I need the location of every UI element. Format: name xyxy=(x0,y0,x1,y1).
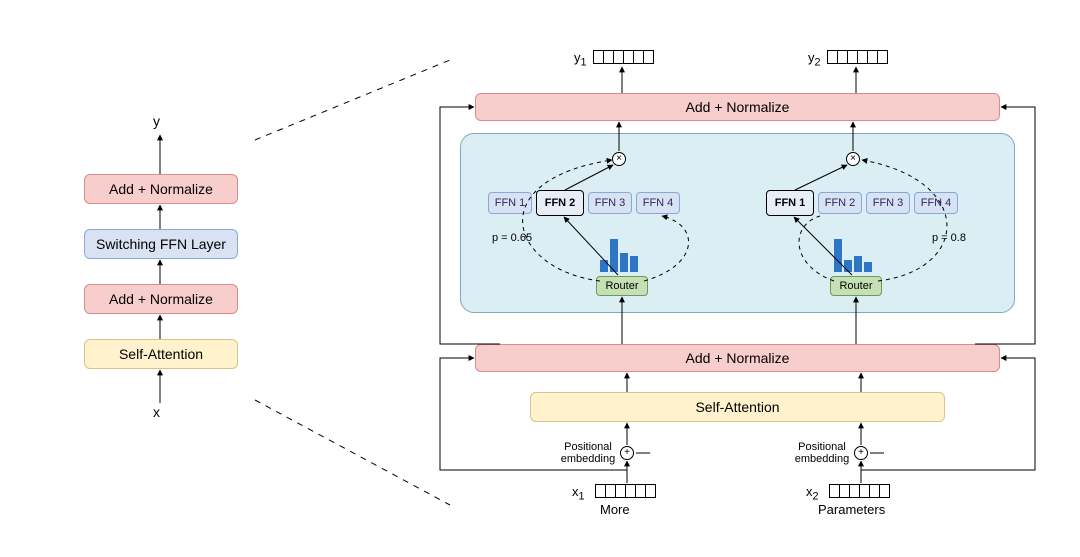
block-addnorm2: Add + Normalize xyxy=(84,174,238,204)
moe-container xyxy=(460,133,1015,313)
posadd-1: + xyxy=(620,446,634,460)
p-label-1: p = 0.65 xyxy=(492,232,532,244)
posemb-2: Positional embedding xyxy=(792,441,852,465)
x2-label: x2 xyxy=(806,484,819,503)
self-attention-right-label: Self-Attention xyxy=(695,399,779,415)
mult-1: × xyxy=(612,152,626,166)
block-self-attention: Self-Attention xyxy=(84,339,238,369)
block-addnorm1: Add + Normalize xyxy=(84,284,238,314)
posadd-2: + xyxy=(854,446,868,460)
y1-label: y1 xyxy=(574,50,587,69)
ffn1-4: FFN 4 xyxy=(636,192,680,214)
router-bars-2 xyxy=(831,237,881,273)
x2-word: Parameters xyxy=(818,502,885,517)
block-switching-ffn-label: Switching FFN Layer xyxy=(96,236,226,252)
posemb-1: Positional embedding xyxy=(558,441,618,465)
x-label: x xyxy=(153,404,160,420)
ffn2-3: FFN 3 xyxy=(866,192,910,214)
x1-label: x1 xyxy=(572,484,585,503)
router-bars-1 xyxy=(597,237,647,273)
block-addnorm2-label: Add + Normalize xyxy=(109,181,213,197)
ffn2-1-selected: FFN 1 xyxy=(766,190,814,216)
y2-token xyxy=(827,50,888,64)
x1-word: More xyxy=(600,502,630,517)
addnorm-lower: Add + Normalize xyxy=(475,344,1000,372)
ffn2-4: FFN 4 xyxy=(914,192,958,214)
router-2: Router xyxy=(830,276,882,296)
self-attention-right: Self-Attention xyxy=(530,392,945,422)
y-label: y xyxy=(153,113,160,129)
block-self-attention-label: Self-Attention xyxy=(119,346,203,362)
ffn1-3: FFN 3 xyxy=(588,192,632,214)
x2-token xyxy=(829,484,890,498)
y1-token xyxy=(593,50,654,64)
block-addnorm1-label: Add + Normalize xyxy=(109,291,213,307)
x1-token xyxy=(595,484,656,498)
ffn2-2: FFN 2 xyxy=(818,192,862,214)
y2-label: y2 xyxy=(808,50,821,69)
block-switching-ffn: Switching FFN Layer xyxy=(84,229,238,259)
ffn1-2-selected: FFN 2 xyxy=(536,190,584,216)
router-1: Router xyxy=(596,276,648,296)
addnorm-upper-label: Add + Normalize xyxy=(686,99,790,115)
mult-2: × xyxy=(846,152,860,166)
addnorm-upper: Add + Normalize xyxy=(475,93,1000,121)
addnorm-lower-label: Add + Normalize xyxy=(686,350,790,366)
p-label-2: p = 0.8 xyxy=(932,232,966,244)
ffn1-1: FFN 1 xyxy=(488,192,532,214)
